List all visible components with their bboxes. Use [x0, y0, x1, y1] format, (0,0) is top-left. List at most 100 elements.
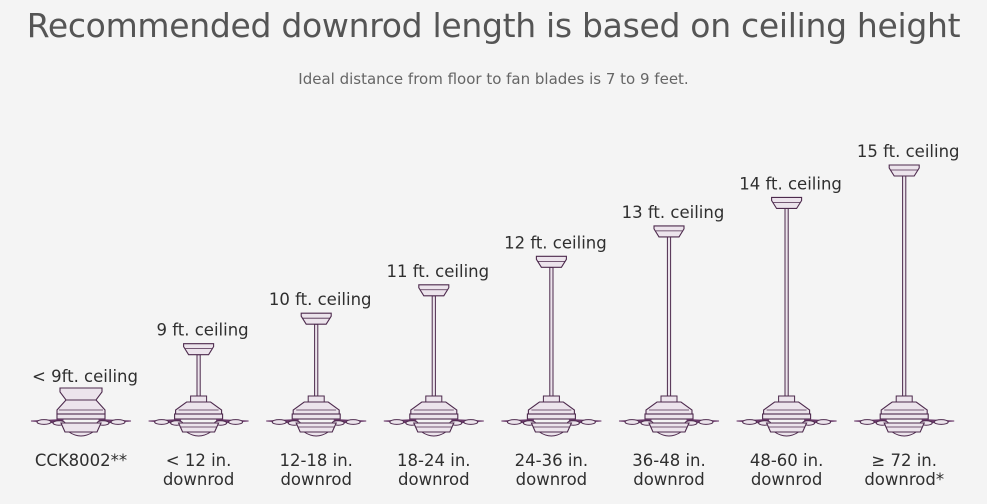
downrod-length-label: 12-18 in.	[279, 451, 352, 470]
fan-light-bowl	[302, 431, 330, 437]
fan-6: 13 ft. ceiling 36-48 in.downrod	[618, 203, 725, 489]
fan-light-bowl	[655, 431, 683, 437]
fan-downrod	[314, 323, 319, 397]
fan-downrod	[902, 175, 907, 397]
downrod-word-label: downrod	[280, 470, 352, 489]
downrod-length-label: 24-36 in.	[515, 451, 588, 470]
fan-downrod	[549, 266, 554, 397]
fan-downrod	[784, 207, 789, 397]
fan-collar	[307, 395, 325, 403]
fan-motor-band	[879, 413, 929, 420]
ceiling-height-label: 15 ft. ceiling	[857, 142, 960, 161]
downrod-word-label: downrod	[398, 470, 470, 489]
fan-lower-body	[530, 422, 573, 433]
fan-motor-housing	[527, 401, 575, 415]
fan-collar	[425, 395, 443, 403]
fan-lower-body	[295, 422, 338, 433]
downrod-word-label: downrod	[163, 470, 235, 489]
fan-motor-housing	[645, 401, 693, 415]
fan-flush-canopy	[59, 387, 103, 401]
ceiling-height-label: 13 ft. ceiling	[622, 203, 725, 222]
downrod-word-label: downrod	[516, 470, 588, 489]
fan-blade-tip	[742, 419, 758, 425]
fan-canopy	[771, 196, 803, 210]
fan-motor-band	[174, 413, 224, 420]
ceiling-height-label: 12 ft. ceiling	[504, 233, 607, 252]
fan-1: < 9ft. ceiling CCK8002**	[30, 367, 138, 470]
fan-collar	[895, 395, 913, 403]
ceiling-height-label: 11 ft. ceiling	[386, 262, 489, 281]
fan-blade-tip	[698, 419, 714, 425]
downrod-length-label: 48-60 in.	[750, 451, 823, 470]
fan-blade-tip	[110, 419, 126, 425]
fan-blade-tip	[816, 419, 832, 425]
fan-downrod	[431, 295, 436, 397]
downrod-word-label: downrod*	[864, 470, 944, 489]
fan-blade-tip	[580, 419, 596, 425]
fan-lower-body	[177, 422, 220, 433]
fan-7: 14 ft. ceiling 48-60 in.downrod	[736, 174, 842, 489]
ceiling-height-label: 9 ft. ceiling	[157, 321, 249, 340]
fan-canopy	[888, 164, 920, 177]
fan-blade-tip	[389, 419, 405, 425]
fan-2: 9 ft. ceiling < 12 in.downrod	[148, 321, 249, 489]
fan-motor-band	[291, 413, 341, 420]
fan-collar	[542, 395, 560, 403]
fan-canopy	[418, 284, 450, 297]
fan-downrod	[196, 354, 201, 397]
fan-light-bowl	[537, 431, 566, 437]
page-subtitle: Ideal distance from floor to fan blades …	[298, 70, 689, 88]
downrod-length-label: 18-24 in.	[397, 451, 470, 470]
fan-4: 11 ft. ceiling 18-24 in.downrod	[383, 262, 489, 489]
fan-5: 12 ft. ceiling 24-36 in.downrod	[501, 233, 607, 489]
fan-motor-housing	[763, 401, 811, 415]
downrod-length-label: CCK8002**	[35, 451, 127, 470]
fan-light-bowl	[420, 431, 448, 437]
downrod-length-label: 36-48 in.	[632, 451, 705, 470]
fan-motor-housing	[880, 401, 928, 415]
fan-blade-tip	[345, 419, 361, 425]
fan-motor-housing	[175, 401, 223, 415]
fan-motor-band	[762, 413, 812, 420]
fan-light-bowl	[890, 431, 918, 437]
ceiling-height-label: 14 ft. ceiling	[739, 174, 842, 193]
downrod-word-label: downrod	[633, 470, 705, 489]
fan-collar	[190, 395, 208, 403]
fan-motor-housing	[56, 399, 106, 415]
fan-collar	[660, 395, 678, 403]
fan-canopy	[183, 343, 215, 356]
fan-blade-tip	[271, 419, 287, 425]
fan-motor-band	[526, 413, 576, 420]
fan-motor-housing	[410, 401, 458, 415]
fan-canopy	[300, 312, 332, 325]
downrod-length-label: ≥ 72 in.	[871, 451, 937, 470]
fan-blade-tip	[506, 419, 522, 425]
fan-motor-band	[409, 413, 459, 420]
fan-lower-body	[765, 422, 808, 433]
fan-downrod	[666, 236, 672, 397]
downrod-word-label: downrod	[751, 470, 823, 489]
fan-blade-tip	[228, 419, 244, 425]
downrod-length-label: < 12 in.	[166, 451, 232, 470]
ceiling-height-label: < 9ft. ceiling	[32, 367, 138, 386]
fan-motor-band	[644, 413, 694, 420]
fan-blade-tip	[859, 419, 875, 425]
fan-canopy	[653, 225, 685, 238]
fan-collar	[778, 395, 796, 403]
fan-3: 10 ft. ceiling 12-18 in.downrod	[266, 290, 372, 489]
fan-blade-tip	[154, 419, 170, 425]
fan-light-bowl	[772, 431, 801, 437]
fan-blade-tip	[463, 419, 479, 425]
fan-lower-body	[60, 422, 102, 433]
page-title: Recommended downrod length is based on c…	[26, 6, 961, 45]
fan-blade-tip	[36, 419, 52, 425]
fan-motor-housing	[292, 401, 340, 415]
fan-light-bowl	[184, 431, 213, 437]
fan-lower-body	[883, 422, 926, 433]
fan-blade-tip	[624, 419, 640, 425]
fan-8: 15 ft. ceiling ≥ 72 in.downrod*	[854, 142, 960, 489]
fan-blade-tip	[933, 419, 949, 425]
fan-motor-band	[56, 413, 106, 420]
fan-lower-body	[412, 422, 455, 433]
